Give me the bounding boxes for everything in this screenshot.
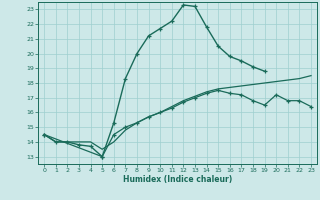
X-axis label: Humidex (Indice chaleur): Humidex (Indice chaleur) xyxy=(123,175,232,184)
